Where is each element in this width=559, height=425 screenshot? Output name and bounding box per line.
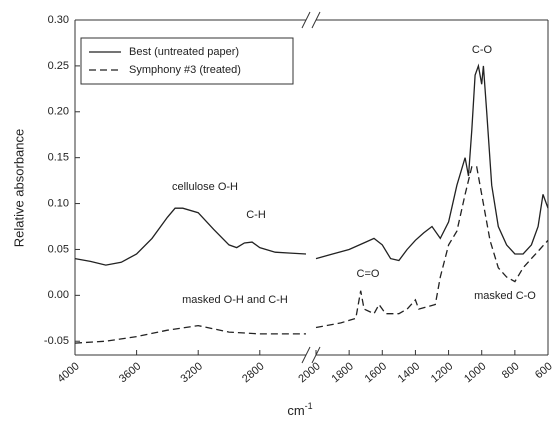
x-tick-label: 1600 (363, 360, 389, 385)
x-tick-label: 1400 (396, 360, 422, 385)
annotation: cellulose O-H (172, 181, 238, 193)
x-tick-label: 4000 (55, 360, 81, 385)
y-tick-label: 0.20 (48, 106, 69, 118)
axis-break (301, 11, 311, 29)
y-tick-label: 0.00 (48, 289, 69, 301)
x-tick-label: 3600 (117, 360, 143, 385)
axis-break (311, 11, 321, 29)
x-axis-label: cm-1 (287, 401, 312, 418)
legend-label: Symphony #3 (treated) (129, 64, 241, 76)
annotation: C-O (472, 44, 493, 56)
legend-box (80, 37, 294, 85)
legend: Best (untreated paper) Symphony #3 (treat… (80, 37, 294, 85)
y-tick-label: 0.30 (48, 14, 69, 26)
annotation: C=O (357, 268, 380, 280)
annotation: masked C-O (474, 290, 536, 302)
y-tick-label: -0.05 (44, 335, 69, 347)
x-axis-label-sup: -1 (305, 401, 313, 411)
y-tick-label: 0.05 (48, 243, 69, 255)
x-tick-label: 1800 (329, 360, 355, 385)
series-line (74, 166, 549, 344)
x-tick-label: 2000 (296, 360, 322, 385)
x-tick-label: 800 (500, 360, 522, 381)
x-axis-label-base: cm (287, 403, 304, 418)
legend-label: Best (untreated paper) (129, 46, 239, 58)
y-axis-label: Relative absorbance (11, 129, 26, 248)
series-line (74, 63, 549, 266)
y-tick-label: 0.25 (48, 60, 69, 72)
x-tick-label: 2800 (240, 360, 266, 385)
x-tick-label: 1200 (429, 360, 455, 385)
x-tick-label: 600 (533, 360, 555, 381)
x-tick-label: 1000 (462, 360, 488, 385)
annotation: C-H (246, 209, 266, 221)
y-tick-label: 0.10 (48, 197, 69, 209)
x-tick-label: 3200 (179, 360, 205, 385)
y-tick-label: 0.15 (48, 152, 69, 164)
axis-break (301, 346, 311, 364)
annotation: masked O-H and C-H (182, 294, 288, 306)
